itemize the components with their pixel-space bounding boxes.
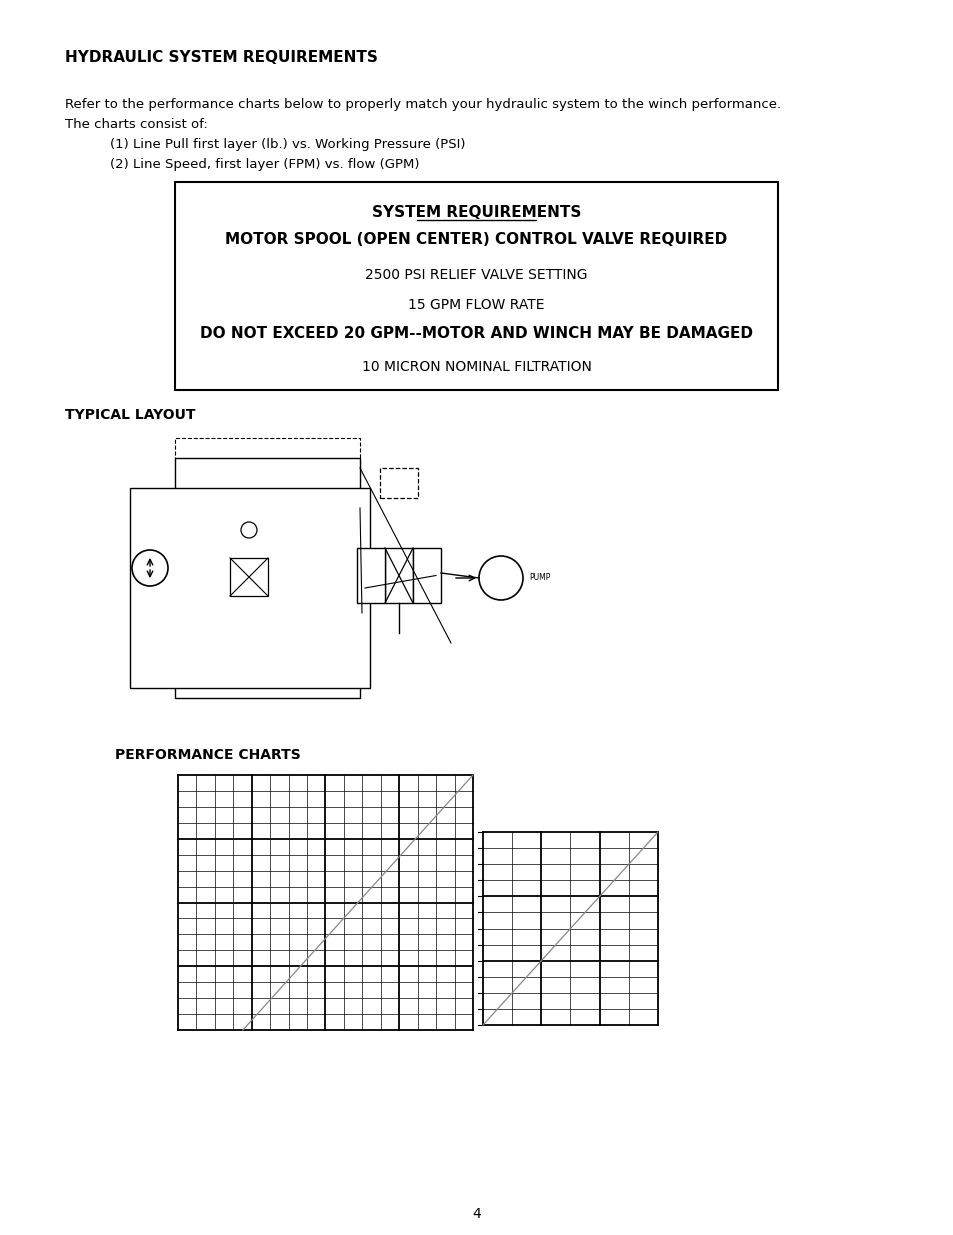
Bar <box>385 548 413 603</box>
Text: 10 MICRON NOMINAL FILTRATION: 10 MICRON NOMINAL FILTRATION <box>361 359 591 374</box>
Text: Refer to the performance charts below to properly match your hydraulic system to: Refer to the performance charts below to… <box>65 98 781 111</box>
Text: (1) Line Pull first layer (lb.) vs. Working Pressure (PSI): (1) Line Pull first layer (lb.) vs. Work… <box>110 138 465 151</box>
Bar <box>413 548 440 603</box>
Text: The charts consist of:: The charts consist of: <box>65 119 208 131</box>
Text: (2) Line Speed, first layer (FPM) vs. flow (GPM): (2) Line Speed, first layer (FPM) vs. fl… <box>110 158 419 170</box>
Text: TYPICAL LAYOUT: TYPICAL LAYOUT <box>65 408 195 422</box>
Bar <box>174 458 359 698</box>
Bar <box>379 468 417 498</box>
Bar <box>174 182 778 390</box>
Bar <box>230 558 268 597</box>
Bar <box>174 438 359 638</box>
Circle shape <box>478 556 522 600</box>
Text: PUMP: PUMP <box>529 573 550 583</box>
Circle shape <box>241 522 256 538</box>
Text: SYSTEM REQUIREMENTS: SYSTEM REQUIREMENTS <box>372 205 580 220</box>
Text: MOTOR SPOOL (OPEN CENTER) CONTROL VALVE REQUIRED: MOTOR SPOOL (OPEN CENTER) CONTROL VALVE … <box>225 232 727 247</box>
Text: PERFORMANCE CHARTS: PERFORMANCE CHARTS <box>115 748 300 762</box>
Text: DO NOT EXCEED 20 GPM--MOTOR AND WINCH MAY BE DAMAGED: DO NOT EXCEED 20 GPM--MOTOR AND WINCH MA… <box>200 326 752 341</box>
Text: 15 GPM FLOW RATE: 15 GPM FLOW RATE <box>408 298 544 312</box>
Bar <box>356 548 385 603</box>
Bar <box>130 488 370 688</box>
Text: HYDRAULIC SYSTEM REQUIREMENTS: HYDRAULIC SYSTEM REQUIREMENTS <box>65 49 377 65</box>
Text: 2500 PSI RELIEF VALVE SETTING: 2500 PSI RELIEF VALVE SETTING <box>365 268 587 282</box>
Circle shape <box>132 550 168 585</box>
Text: 4: 4 <box>472 1207 481 1221</box>
